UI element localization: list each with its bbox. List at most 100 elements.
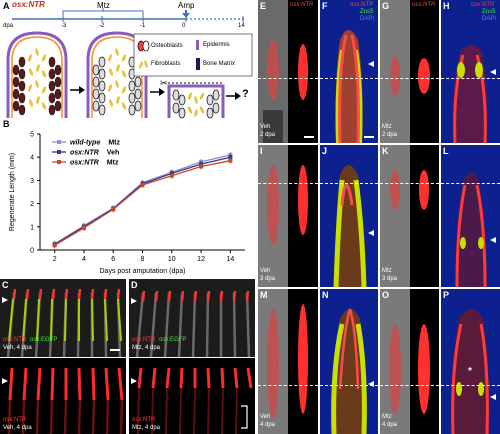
legend-fibroblasts: Fibroblasts	[151, 61, 181, 67]
panel-e: E osx:NTR Veh 2 dpa	[258, 0, 318, 143]
amputation-plane-line	[441, 78, 500, 79]
e-condition: Veh	[260, 124, 271, 130]
arrowhead	[490, 394, 496, 400]
panel-label-e: E	[260, 1, 267, 11]
legend-label: wild-type Mtz	[70, 140, 121, 147]
d-bottom-condition: Mtz, 4 dpa	[132, 425, 161, 431]
arrowhead	[490, 237, 496, 243]
data-point	[199, 164, 204, 169]
amputation-plane-line	[320, 183, 378, 184]
y-tick-label: 0	[30, 248, 34, 255]
x-tick-label: 6	[111, 256, 115, 263]
legend-epidermis: Epidermis	[203, 42, 230, 48]
panel-o-image	[380, 289, 439, 434]
amputation-plane-line	[320, 78, 378, 79]
panel-n-image	[320, 289, 378, 434]
amputation-plane-line	[258, 183, 318, 184]
panel-m: M Veh 4 dpa	[258, 289, 318, 434]
amputation-plane-line	[441, 183, 500, 184]
e-channel: osx:NTR	[290, 2, 314, 8]
c-top-condition: Veh, 4 dpa	[3, 345, 32, 351]
data-point	[81, 225, 86, 230]
svg-text:✂: ✂	[160, 78, 168, 88]
panel-label-b: B	[3, 119, 10, 129]
panel-label-l: L	[443, 146, 449, 156]
f-ch2: Zns5	[360, 9, 374, 15]
panel-label-j: J	[322, 146, 328, 156]
i-dpa: 3 dpa	[260, 276, 276, 282]
panel-f-image	[320, 0, 378, 143]
panel-i: I Veh 3 dpa	[258, 145, 318, 287]
amputation-plane-line	[258, 385, 318, 386]
tick-label: 0	[182, 23, 186, 29]
panel-label-g: G	[382, 1, 390, 11]
dpa-label: dpa	[3, 23, 14, 29]
panel-label-c: C	[2, 280, 9, 290]
x-tick-label: 12	[197, 256, 205, 263]
panel-h: H osx:NTR Zns5 DAPI	[441, 0, 500, 143]
amputation-plane-line	[258, 78, 318, 79]
amputation-plane-arrow	[131, 298, 137, 304]
amputation-plane-line	[380, 385, 439, 386]
panel-label-k: K	[382, 146, 389, 156]
panel-j-image	[320, 145, 378, 287]
tick-label: -2	[99, 23, 105, 29]
amp-label: Amp	[178, 1, 195, 10]
asterisk-mark: *	[468, 366, 472, 377]
d-top-caption-egfp: osx:EGFP	[159, 337, 187, 343]
f-ch1: osx:NTR	[350, 2, 374, 8]
d-bottom-caption: osx:NTR	[132, 417, 156, 423]
data-point	[52, 243, 57, 248]
y-axis-title: Regenerate Length (mm)	[9, 153, 16, 231]
amputation-plane-arrow	[2, 297, 8, 303]
data-point	[169, 173, 174, 178]
y-tick-label: 5	[30, 132, 34, 139]
panel-a: A osx:NTR dpa Mtz Amp -3 -2 -1 0 14	[0, 0, 255, 120]
series-line	[54, 160, 231, 246]
panel-c-top: C osx:NTR osx:EGFP Veh, 4 dpa	[0, 279, 126, 357]
timeline-and-fins: ✂	[6, 8, 253, 119]
legend-label: osx:NTR Mtz	[70, 160, 119, 167]
c-top-caption-egfp: osx:EGFP	[30, 337, 58, 343]
panel-p-image	[441, 289, 500, 434]
o-dpa: 4 dpa	[382, 422, 398, 428]
arrowhead	[490, 69, 496, 75]
x-tick-label: 10	[168, 256, 176, 263]
scale-bar	[110, 349, 120, 351]
panel-label-p: P	[443, 290, 450, 300]
m-condition: Veh	[260, 414, 271, 420]
panel-g: G osx:NTR Mtz 2 dpa	[380, 0, 439, 143]
panel-label-d: D	[131, 280, 138, 290]
panel-j: J	[320, 145, 378, 287]
panel-label-o: O	[382, 290, 390, 300]
panel-c-bottom: osx:NTR Veh, 4 dpa	[0, 358, 126, 434]
panel-b: B 0 1 2 3 4 5 2 4 6 8 10 12 14 Days post amputation (…	[0, 120, 255, 278]
panel-label-h: H	[443, 1, 450, 11]
d-top-condition: Mtz, 4 dpa	[132, 345, 161, 351]
panel-label-a: A	[3, 1, 10, 11]
legend-label: osx:NTR Veh	[70, 150, 119, 157]
data-point	[140, 183, 145, 188]
series-line	[54, 156, 231, 245]
arrowhead	[368, 61, 374, 67]
legend-osteoblasts: Osteoblasts	[151, 43, 183, 49]
g-condition: Mtz	[382, 124, 392, 130]
x-tick-label: 14	[226, 256, 234, 263]
i-condition: Veh	[260, 268, 271, 274]
h-ch1: osx:NTR	[471, 2, 495, 8]
k-dpa: 3 dpa	[382, 276, 398, 282]
panel-e-image	[258, 0, 318, 143]
amputation-plane-line	[441, 385, 500, 386]
panel-l-image	[441, 145, 500, 287]
panel-f: F osx:NTR Zns5 DAPI	[320, 0, 378, 143]
tick-label: -3	[61, 23, 67, 29]
amputation-plane-line	[380, 78, 439, 79]
panel-label-f: F	[322, 1, 328, 11]
amputation-plane-arrow	[2, 378, 8, 384]
fin-rays-d-bottom	[137, 367, 253, 434]
m-dpa: 4 dpa	[260, 422, 276, 428]
legend-bone-matrix: Bone Matrix	[203, 61, 236, 67]
legend-marker	[57, 140, 61, 144]
g-dpa: 2 dpa	[382, 132, 398, 138]
